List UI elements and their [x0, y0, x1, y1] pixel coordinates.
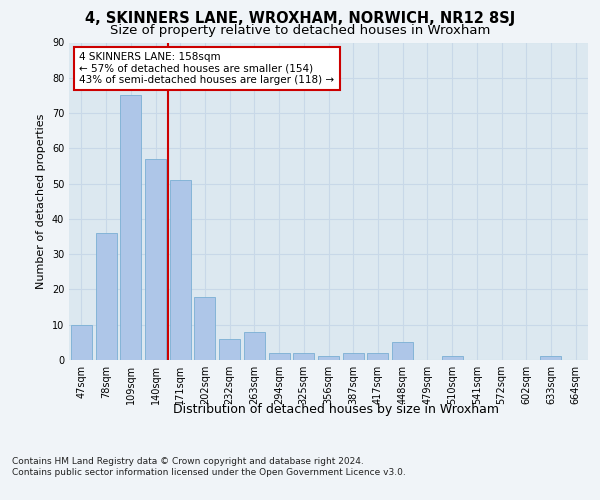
Bar — [95, 233, 116, 360]
Bar — [71, 324, 92, 360]
Text: Contains HM Land Registry data © Crown copyright and database right 2024.
Contai: Contains HM Land Registry data © Crown c… — [12, 458, 406, 477]
Y-axis label: Number of detached properties: Number of detached properties — [36, 114, 46, 289]
Bar — [541, 356, 562, 360]
Bar — [293, 353, 314, 360]
Bar — [442, 356, 463, 360]
Bar — [269, 353, 290, 360]
Bar — [170, 180, 191, 360]
Bar — [367, 353, 388, 360]
Bar — [145, 159, 166, 360]
Text: 4, SKINNERS LANE, WROXHAM, NORWICH, NR12 8SJ: 4, SKINNERS LANE, WROXHAM, NORWICH, NR12… — [85, 11, 515, 26]
Bar — [318, 356, 339, 360]
Bar — [219, 339, 240, 360]
Bar — [244, 332, 265, 360]
Text: 4 SKINNERS LANE: 158sqm
← 57% of detached houses are smaller (154)
43% of semi-d: 4 SKINNERS LANE: 158sqm ← 57% of detache… — [79, 52, 335, 85]
Bar — [120, 96, 141, 360]
Text: Distribution of detached houses by size in Wroxham: Distribution of detached houses by size … — [173, 402, 499, 415]
Bar — [343, 353, 364, 360]
Text: Size of property relative to detached houses in Wroxham: Size of property relative to detached ho… — [110, 24, 490, 37]
Bar — [392, 342, 413, 360]
Bar — [194, 296, 215, 360]
